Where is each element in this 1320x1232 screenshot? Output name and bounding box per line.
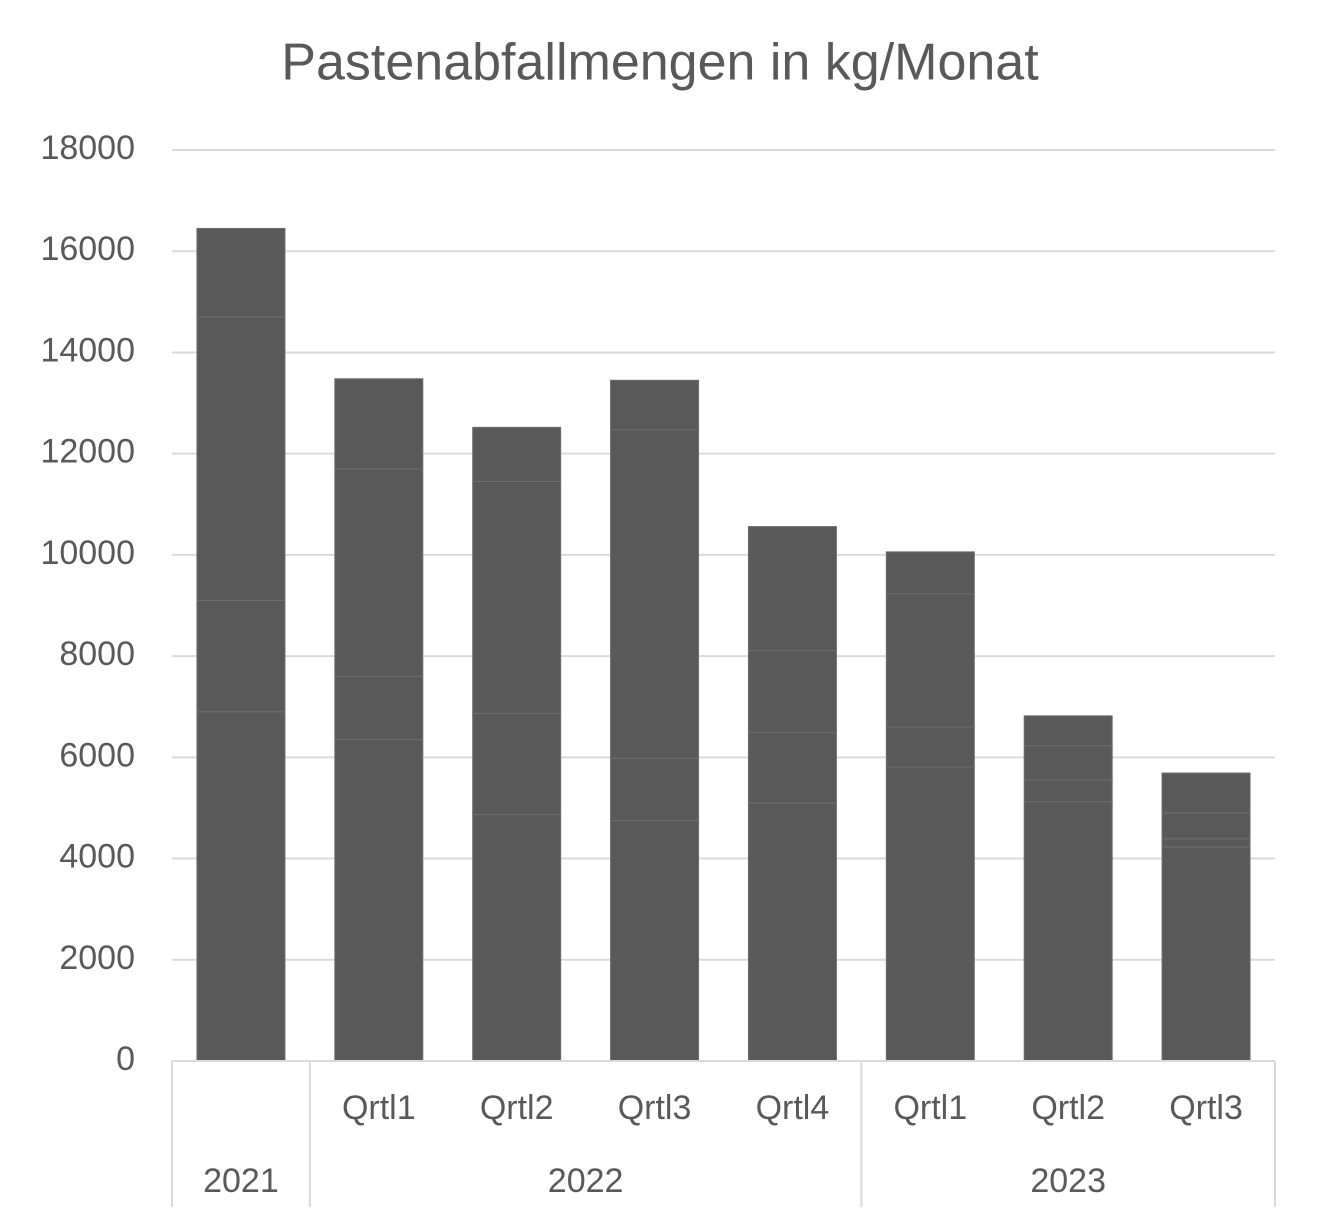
- bar-segment: [1023, 745, 1113, 781]
- group-label: 2021: [203, 1162, 279, 1200]
- bar-segment: [472, 481, 562, 714]
- y-tick-label: 12000: [40, 433, 135, 471]
- y-tick-label: 16000: [40, 230, 135, 268]
- bar-segment: [472, 814, 562, 1062]
- bar-segment: [885, 551, 975, 595]
- y-tick-label: 0: [116, 1040, 135, 1078]
- x-tick-label: Qrtl2: [480, 1089, 554, 1127]
- bar-segment: [610, 429, 700, 759]
- y-tick-label: 10000: [40, 534, 135, 572]
- bar-segment: [1023, 715, 1113, 747]
- bar-segment: [196, 316, 286, 601]
- y-tick-label: 2000: [59, 939, 135, 977]
- bar-segment: [610, 379, 700, 431]
- bar-segment: [334, 468, 424, 677]
- bar-segment: [196, 599, 286, 713]
- group-label: 2022: [548, 1162, 624, 1200]
- bar-segment: [1161, 846, 1251, 1062]
- bar-segment: [885, 593, 975, 728]
- bar-segment: [472, 426, 562, 483]
- y-tick-label: 18000: [40, 129, 135, 167]
- bar-segment: [334, 378, 424, 470]
- group-label: 2023: [1030, 1162, 1106, 1200]
- y-tick-label: 8000: [59, 635, 135, 673]
- x-tick-label: Qrtl4: [756, 1089, 830, 1127]
- x-tick-label: Qrtl2: [1031, 1089, 1105, 1127]
- y-tick-label: 14000: [40, 331, 135, 369]
- x-tick-label: Qrtl1: [342, 1089, 416, 1127]
- bar-segment: [334, 675, 424, 741]
- bar-segment: [1161, 838, 1251, 848]
- bar-segment: [747, 732, 837, 804]
- x-tick-label: Qrtl3: [1169, 1089, 1243, 1127]
- bar-segment: [610, 820, 700, 1062]
- bar-segment: [747, 526, 837, 652]
- bar-segment: [196, 227, 286, 318]
- y-tick-label: 4000: [59, 838, 135, 876]
- bar-segment: [1023, 779, 1113, 803]
- bar-segment: [885, 726, 975, 768]
- bar-segment: [885, 766, 975, 1062]
- bar-segment: [196, 711, 286, 1062]
- bar-segment: [1161, 772, 1251, 814]
- bar-segment: [610, 757, 700, 822]
- chart-title: Pastenabfallmengen in kg/Monat: [281, 34, 1039, 92]
- x-tick-label: Qrtl1: [893, 1089, 967, 1127]
- x-tick-label: Qrtl3: [618, 1089, 692, 1127]
- bar-segment: [747, 802, 837, 1062]
- bar-segment: [334, 739, 424, 1062]
- bar-segment: [747, 650, 837, 734]
- bar-segment: [1161, 812, 1251, 840]
- y-tick-label: 6000: [59, 736, 135, 774]
- bar-segment: [1023, 801, 1113, 1062]
- bar-segment: [472, 712, 562, 816]
